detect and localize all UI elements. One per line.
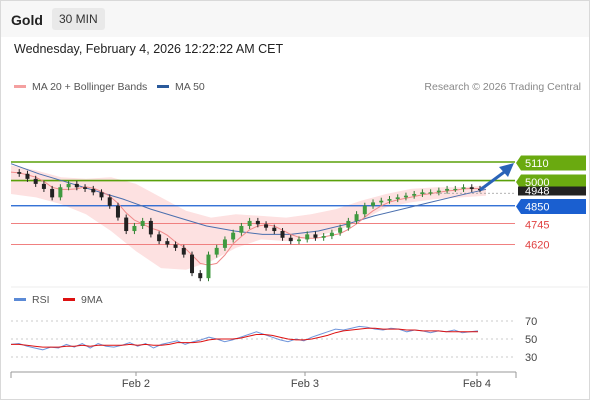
ma50-line	[10, 163, 487, 235]
candle-body	[74, 183, 79, 188]
candle-body	[83, 187, 88, 189]
legend-9ma: 9MA	[63, 294, 103, 306]
candle-body	[296, 239, 301, 242]
candle-body	[214, 247, 219, 255]
candle-body	[115, 205, 120, 218]
candle-body	[403, 195, 408, 198]
candle-body	[222, 239, 227, 248]
price-tag-bg	[516, 199, 586, 214]
candle-body	[362, 205, 367, 215]
candle-body	[379, 200, 384, 203]
candle-body	[264, 224, 269, 228]
legend-swatch-ma50	[157, 84, 169, 88]
rsi-axis-label: 30	[525, 352, 537, 364]
legend-label-ma20: MA 20 + Bollinger Bands	[32, 81, 148, 93]
candle-body	[346, 220, 351, 228]
legend-label-rsi: RSI	[32, 294, 50, 306]
price-tag-bg	[516, 155, 586, 171]
x-axis-label: Feb 4	[463, 378, 491, 390]
candle-body	[66, 183, 71, 188]
candle-body	[91, 188, 96, 193]
candle-body	[190, 254, 195, 274]
legend-ma20-bollinger: MA 20 + Bollinger Bands	[14, 81, 147, 93]
candle-body	[58, 187, 63, 198]
candle-body	[231, 232, 236, 240]
candle-body	[247, 220, 252, 226]
candle-body	[140, 220, 145, 226]
rsi-axis-label: 70	[525, 316, 537, 328]
candle-body	[206, 254, 211, 279]
candle-body	[321, 236, 326, 238]
candle-body	[329, 232, 334, 237]
x-axis-label: Feb 3	[291, 378, 319, 390]
candle-body	[157, 234, 162, 242]
candle-body	[124, 217, 129, 232]
candle-body	[25, 173, 30, 179]
candle-body	[428, 192, 433, 194]
candle-body	[436, 190, 441, 193]
price-tag-bg	[518, 186, 586, 196]
candle-body	[387, 199, 392, 201]
candle-body	[255, 220, 260, 225]
candle-body	[412, 193, 417, 196]
candle-body	[305, 234, 310, 240]
legend-swatch-rsi	[14, 297, 26, 301]
price-tag-label: 4745	[525, 220, 549, 232]
candle-body	[420, 192, 425, 194]
forecast-arrow-head	[499, 163, 514, 177]
legend-label-ma50: MA 50	[175, 81, 205, 93]
candle-body	[338, 227, 343, 233]
candle-body	[132, 225, 137, 232]
x-axis-label: Feb 2	[122, 378, 150, 390]
candle-body	[469, 187, 474, 189]
candle-body	[371, 202, 376, 206]
candle-body	[288, 237, 293, 242]
candle-body	[280, 231, 285, 238]
price-tag-label: 5110	[525, 158, 549, 170]
candle-body	[453, 188, 458, 191]
price-tag-label: 5000	[525, 177, 549, 189]
forecast-arrow-shaft	[479, 168, 508, 192]
price-tag-label: 4850	[525, 202, 549, 214]
candle-body	[461, 187, 466, 189]
rsi-axis-label: 50	[525, 334, 537, 346]
research-credit: Research © 2026 Trading Central	[424, 81, 581, 93]
candle-body	[395, 197, 400, 200]
timeframe-button[interactable]: 30 MIN	[52, 8, 105, 30]
candle-body	[272, 227, 277, 232]
symbol-title: Gold	[11, 12, 43, 28]
price-tag-bg	[516, 174, 586, 190]
candle-body	[354, 214, 359, 221]
price-tag-label: 4620	[525, 240, 549, 252]
candle-body	[198, 273, 203, 279]
chart-datetime: Wednesday, February 4, 2026 12:22:22 AM …	[14, 42, 284, 56]
legend-swatch-ma20	[14, 84, 26, 88]
candle-body	[313, 234, 318, 238]
legend-ma50: MA 50	[157, 81, 205, 93]
rsi-9ma-line	[11, 327, 478, 348]
candle-body	[41, 183, 46, 189]
candle-body	[50, 188, 55, 198]
candle-body	[239, 225, 244, 233]
header-bar: Gold 30 MIN	[1, 1, 589, 37]
candle-body	[165, 241, 170, 245]
candle-body	[107, 197, 112, 206]
legend-swatch-9ma	[63, 297, 75, 301]
price-tag-label: 4948	[525, 186, 549, 198]
legend-label-9ma: 9MA	[81, 294, 103, 306]
bollinger-band	[11, 165, 486, 270]
candle-body	[99, 192, 104, 198]
candle-body	[33, 178, 38, 184]
candle-body	[181, 247, 186, 255]
candle-body	[173, 244, 178, 248]
candle-body	[148, 220, 153, 235]
legend-rsi: RSI	[14, 294, 50, 306]
candle-body	[445, 188, 450, 191]
candle-body	[17, 172, 22, 174]
ma20-line	[10, 171, 481, 266]
